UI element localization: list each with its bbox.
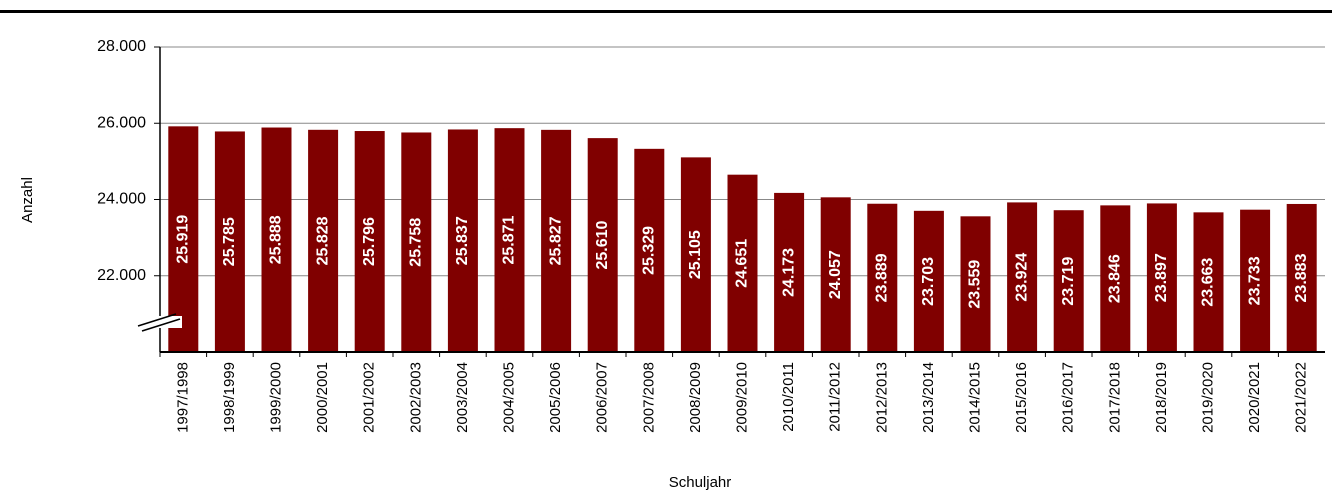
x-tick-label: 2009/2010 xyxy=(733,362,750,433)
bar xyxy=(680,157,711,352)
y-tick-label: 28.000 xyxy=(97,38,146,55)
bar xyxy=(634,148,665,352)
x-tick-label: 2010/2011 xyxy=(780,362,797,432)
value-label: 23.897 xyxy=(1153,253,1170,302)
value-label: 23.733 xyxy=(1246,256,1263,305)
x-tick-label: 2012/2013 xyxy=(873,362,890,433)
bar xyxy=(541,129,572,352)
value-label: 23.663 xyxy=(1200,258,1217,307)
value-label: 25.758 xyxy=(408,218,425,267)
bar xyxy=(401,132,432,352)
bar xyxy=(913,210,944,352)
x-tick-label: 2017/2018 xyxy=(1106,362,1123,433)
value-label: 24.057 xyxy=(827,250,844,299)
axis-break xyxy=(137,313,177,327)
y-tick-label: 24.000 xyxy=(97,191,146,208)
x-tick-label: 2016/2017 xyxy=(1060,362,1077,433)
x-tick-label: 2018/2019 xyxy=(1153,362,1170,433)
bar xyxy=(447,129,478,352)
value-label: 25.919 xyxy=(175,215,192,264)
x-tick-label: 1999/2000 xyxy=(267,362,284,433)
y-tick-label: 26.000 xyxy=(97,114,146,131)
bar xyxy=(354,131,385,352)
value-label: 23.924 xyxy=(1013,253,1030,302)
x-tick-label: 2015/2016 xyxy=(1013,362,1030,433)
value-label: 24.173 xyxy=(780,248,797,297)
bar xyxy=(820,197,851,352)
bar xyxy=(774,192,805,352)
x-tick-label: 2013/2014 xyxy=(920,362,937,433)
x-tick-label: 1997/1998 xyxy=(174,362,191,433)
bar xyxy=(1240,209,1271,352)
x-tick-label: 2002/2003 xyxy=(407,362,424,433)
value-label: 23.883 xyxy=(1293,253,1310,302)
value-label: 23.846 xyxy=(1107,254,1124,303)
bar xyxy=(261,127,292,353)
bar xyxy=(960,216,991,352)
value-label: 23.889 xyxy=(874,253,891,302)
bar xyxy=(214,131,245,352)
x-tick-label: 2004/2005 xyxy=(500,362,517,433)
bar xyxy=(494,128,525,352)
value-label: 25.329 xyxy=(641,226,658,275)
value-label: 25.105 xyxy=(687,230,704,279)
value-label: 25.785 xyxy=(221,217,238,266)
bar xyxy=(1100,205,1131,352)
x-tick-label: 2008/2009 xyxy=(687,362,704,433)
axis-break xyxy=(141,318,181,332)
value-label: 23.559 xyxy=(967,260,984,309)
bar xyxy=(587,138,618,352)
value-label: 25.871 xyxy=(501,216,518,265)
value-label: 24.651 xyxy=(734,239,751,288)
value-label: 25.828 xyxy=(314,216,331,265)
x-axis-label: Schuljahr xyxy=(669,474,732,491)
value-label: 23.719 xyxy=(1060,257,1077,306)
bar xyxy=(1053,210,1084,352)
x-tick-label: 2006/2007 xyxy=(594,362,611,433)
x-tick-label: 2014/2015 xyxy=(966,362,983,433)
value-label: 25.837 xyxy=(454,216,471,265)
bar xyxy=(1193,212,1224,352)
bar xyxy=(1146,203,1177,352)
value-label: 25.796 xyxy=(361,217,378,266)
bar xyxy=(867,203,898,352)
y-axis-label: Anzahl xyxy=(19,177,36,223)
x-tick-label: 2005/2006 xyxy=(547,362,564,433)
bar xyxy=(1286,203,1317,352)
top-rule xyxy=(0,10,1332,13)
x-tick-label: 2007/2008 xyxy=(640,362,657,433)
x-tick-label: 1998/1999 xyxy=(221,362,238,433)
y-tick-label: 22.000 xyxy=(97,267,146,284)
x-tick-label: 2000/2001 xyxy=(314,362,331,433)
value-label: 23.703 xyxy=(920,257,937,306)
axis-break-gap xyxy=(138,316,182,328)
value-label: 25.827 xyxy=(547,216,564,265)
x-tick-label: 2020/2021 xyxy=(1246,362,1263,433)
bar xyxy=(1007,202,1038,352)
bar xyxy=(727,174,758,352)
value-label: 25.610 xyxy=(594,220,611,269)
x-tick-label: 2021/2022 xyxy=(1293,362,1310,433)
x-tick-label: 2003/2004 xyxy=(454,362,471,433)
x-tick-label: 2001/2002 xyxy=(361,362,378,433)
x-tick-label: 2011/2012 xyxy=(827,362,844,432)
value-label: 25.888 xyxy=(268,215,285,264)
bar xyxy=(308,129,339,352)
x-tick-label: 2019/2020 xyxy=(1199,362,1216,433)
